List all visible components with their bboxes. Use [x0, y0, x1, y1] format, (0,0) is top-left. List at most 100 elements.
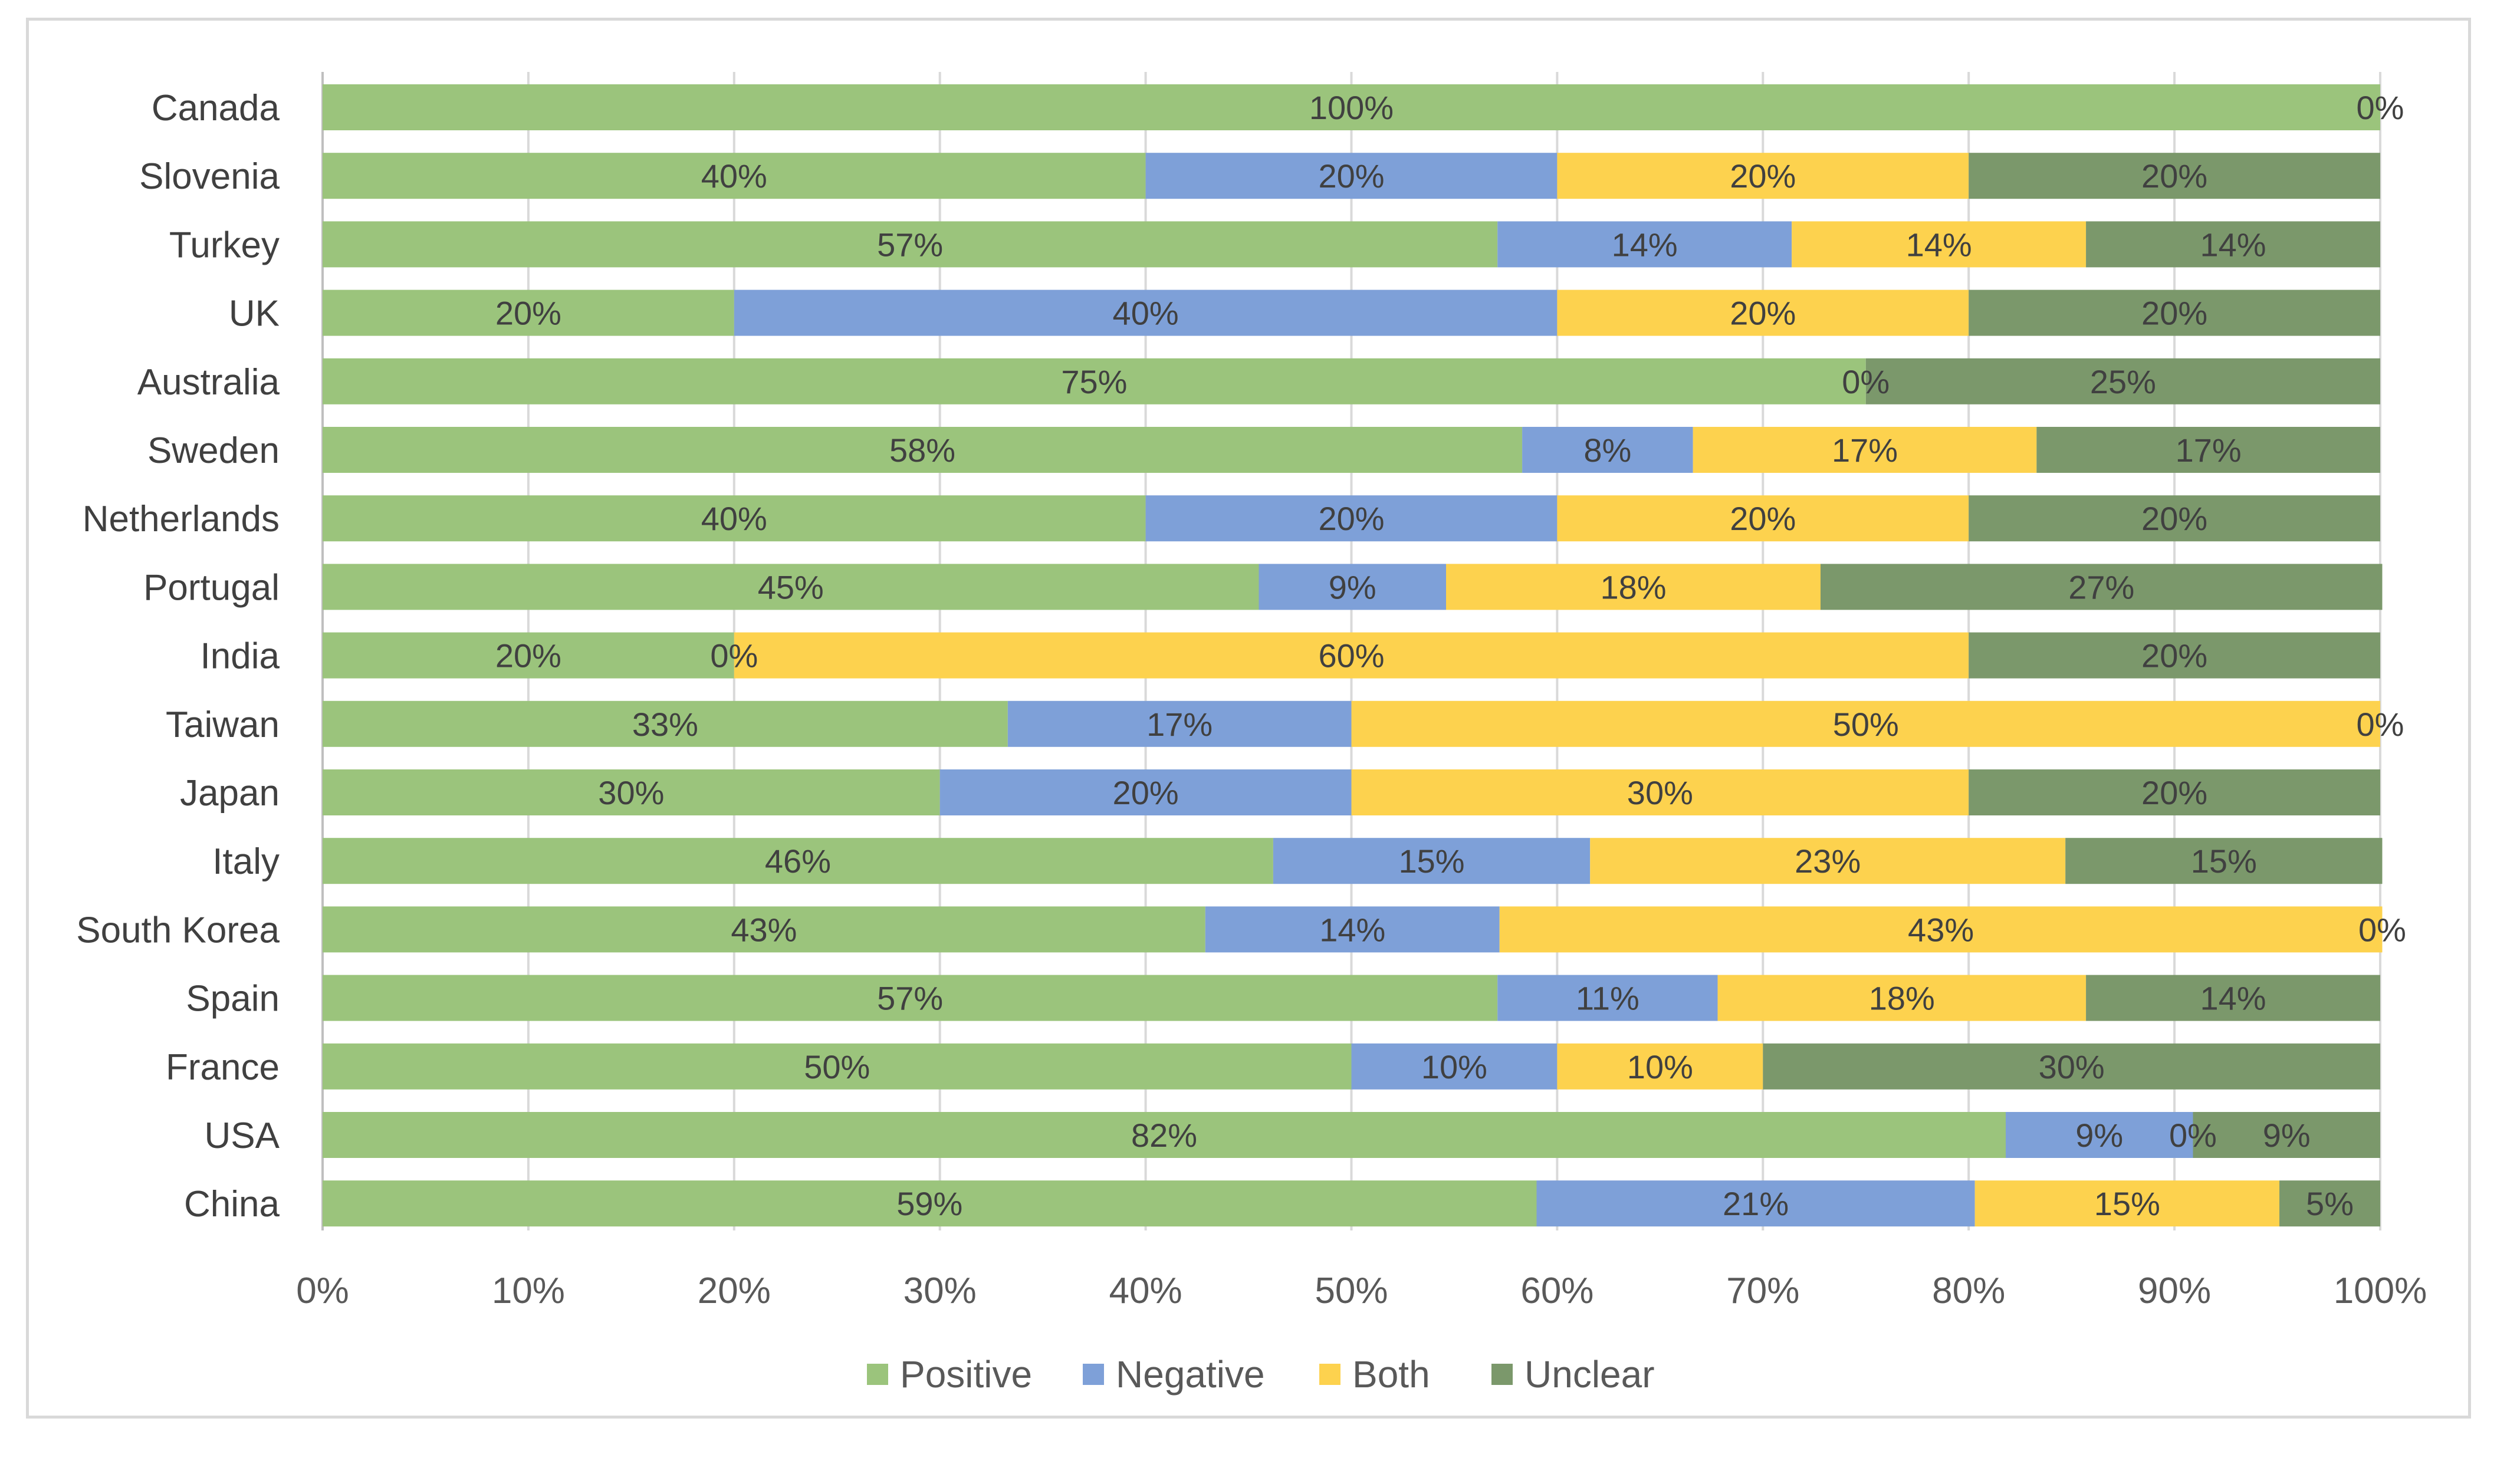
bar-uk-positive: [323, 289, 734, 336]
data-label-slovenia-unclear: 20%: [2141, 157, 2207, 195]
bar-uk-both: [1557, 289, 1969, 336]
data-label-china-both: 15%: [2094, 1185, 2160, 1222]
x-tick-label: 60%: [1520, 1271, 1593, 1311]
bar-france-positive: [323, 1043, 1352, 1090]
data-label-slovenia-positive: 40%: [701, 157, 767, 195]
legend-swatch-both: [1319, 1364, 1340, 1385]
bar-portugal-unclear: [1820, 564, 2383, 610]
data-label-south-korea-negative: 14%: [1319, 911, 1385, 948]
bar-australia-positive: [323, 358, 1866, 404]
x-tick-label: 90%: [2138, 1271, 2211, 1311]
data-label-portugal-positive: 45%: [758, 568, 824, 606]
category-label-australia: Australia: [137, 362, 280, 403]
category-label-france: France: [166, 1047, 280, 1088]
bar-taiwan-positive: [323, 700, 1008, 747]
data-label-india-unclear: 20%: [2141, 637, 2207, 674]
category-label-usa: USA: [205, 1116, 280, 1156]
bar-india-both: [734, 632, 1969, 679]
data-label-turkey-unclear: 14%: [2200, 226, 2266, 263]
bar-south-korea-positive: [323, 906, 1205, 953]
data-label-sweden-both: 17%: [1832, 432, 1898, 469]
data-label-spain-positive: 57%: [877, 980, 943, 1017]
bar-france-unclear: [1763, 1043, 2380, 1090]
category-axis: Canada Slovenia Turkey UK Australia Sweden Net…: [76, 88, 280, 1225]
bar-taiwan-negative: [1007, 700, 1352, 747]
data-label-usa-positive: 82%: [1131, 1117, 1197, 1154]
bar-italy-unclear: [2065, 838, 2383, 884]
legend-label-positive: Positive: [900, 1353, 1032, 1396]
bar-spain-both: [1717, 975, 2087, 1021]
data-label-turkey-positive: 57%: [877, 226, 943, 263]
data-label-france-both: 10%: [1627, 1048, 1693, 1085]
data-label-turkey-negative: 14%: [1612, 226, 1678, 263]
bar-slovenia-unclear: [1969, 153, 2380, 199]
bar-portugal-both: [1445, 564, 1821, 610]
data-label-taiwan-unclear: 0%: [2357, 706, 2404, 743]
bar-italy-negative: [1273, 838, 1591, 884]
bar-netherlands-unclear: [1969, 495, 2380, 542]
bar-turkey-negative: [1497, 221, 1792, 268]
legend-label-negative: Negative: [1116, 1353, 1265, 1396]
x-tick-label: 80%: [1932, 1271, 2005, 1311]
data-label-france-unclear: 30%: [2039, 1048, 2105, 1085]
bar-uk-negative: [734, 289, 1558, 336]
category-label-india: India: [201, 636, 280, 677]
bar-japan-unclear: [1969, 769, 2380, 815]
data-label-turkey-both: 14%: [1906, 226, 1972, 263]
data-label-sweden-positive: 58%: [889, 432, 955, 469]
x-tick-label: 10%: [492, 1271, 565, 1311]
bar-uk-unclear: [1969, 289, 2380, 336]
data-label-sweden-unclear: 17%: [2176, 432, 2242, 469]
category-label-canada: Canada: [152, 88, 280, 129]
data-label-taiwan-both: 50%: [1833, 706, 1899, 743]
data-label-japan-both: 30%: [1627, 774, 1693, 811]
bar-usa-negative: [2006, 1112, 2193, 1158]
bar-slovenia-positive: [323, 153, 1146, 199]
x-tick-label: 70%: [1726, 1271, 1799, 1311]
bar-south-korea-both: [1499, 906, 2383, 953]
bar-portugal-positive: [323, 564, 1259, 610]
bar-slovenia-negative: [1145, 153, 1558, 199]
data-label-spain-unclear: 14%: [2200, 980, 2266, 1017]
bar-sweden-unclear: [2036, 427, 2380, 473]
category-label-spain: Spain: [186, 979, 280, 1019]
bar-sweden-negative: [1522, 427, 1693, 473]
bar-usa-positive: [323, 1112, 2006, 1158]
x-tick-label: 20%: [698, 1271, 771, 1311]
data-label-japan-negative: 20%: [1113, 774, 1179, 811]
bar-australia-unclear: [1865, 358, 2380, 404]
bar-china-unclear: [2279, 1180, 2380, 1227]
bar-turkey-positive: [323, 221, 1498, 268]
data-label-usa-unclear: 9%: [2263, 1117, 2311, 1154]
data-label-australia-both: 0%: [1842, 363, 1890, 400]
data-label-south-korea-both: 43%: [1908, 911, 1974, 948]
bar-japan-both: [1351, 769, 1969, 815]
data-label-uk-negative: 40%: [1113, 295, 1179, 332]
bar-china-both: [1974, 1180, 2280, 1227]
data-label-china-positive: 59%: [896, 1185, 962, 1222]
bar-france-negative: [1351, 1043, 1558, 1090]
data-label-india-both: 60%: [1318, 637, 1384, 674]
bar-portugal-negative: [1259, 564, 1446, 610]
bar-slovenia-both: [1557, 153, 1969, 199]
legend-swatch-negative: [1083, 1364, 1104, 1385]
data-label-australia-unclear: 25%: [2090, 363, 2156, 400]
legend: Positive Negative Both Unclear: [867, 1353, 1655, 1396]
bar-japan-negative: [939, 769, 1352, 815]
bar-sweden-positive: [323, 427, 1523, 473]
data-label-netherlands-positive: 40%: [701, 500, 767, 537]
bar-netherlands-both: [1557, 495, 1969, 542]
category-label-slovenia: Slovenia: [139, 156, 280, 197]
data-label-slovenia-negative: 20%: [1318, 157, 1384, 195]
bar-japan-positive: [323, 769, 940, 815]
data-label-taiwan-positive: 33%: [632, 706, 698, 743]
bar-spain-positive: [323, 975, 1498, 1021]
data-label-italy-unclear: 15%: [2191, 843, 2257, 880]
legend-label-both: Both: [1352, 1353, 1430, 1396]
data-label-portugal-negative: 9%: [1329, 568, 1376, 606]
x-tick-label: 100%: [2334, 1271, 2427, 1311]
category-label-sweden: Sweden: [147, 430, 280, 471]
data-label-japan-positive: 30%: [598, 774, 664, 811]
data-label-slovenia-both: 20%: [1730, 157, 1796, 195]
bar-spain-negative: [1497, 975, 1718, 1021]
